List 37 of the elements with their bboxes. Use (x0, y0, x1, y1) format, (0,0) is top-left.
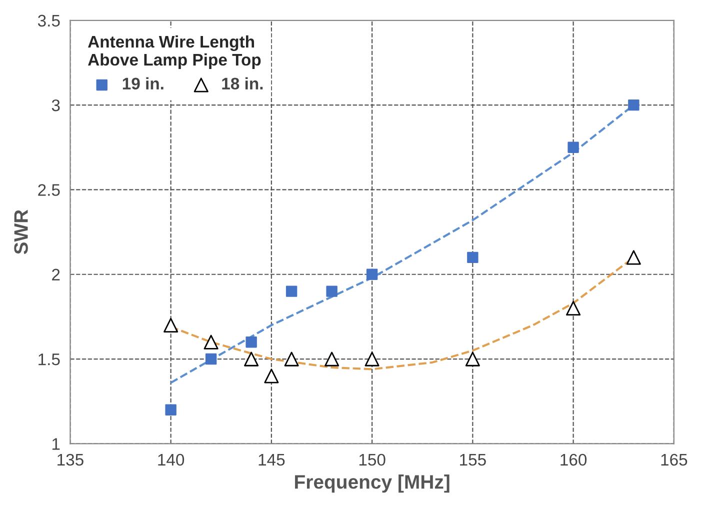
y-tick-label: 3.5 (38, 14, 60, 27)
legend-title: Antenna Wire Length Above Lamp Pipe Top (88, 35, 261, 69)
point (164, 318, 178, 332)
point (244, 352, 259, 366)
point (326, 286, 338, 297)
x-tick-label: 160 (560, 454, 587, 466)
x-tick-label: 140 (158, 454, 184, 466)
legend-label: 18 in. (222, 77, 263, 90)
point (246, 336, 257, 348)
point (628, 99, 640, 111)
y-tick-label: 2.5 (38, 184, 60, 196)
y-tick-label: 2 (52, 268, 60, 280)
legend-label: 19 in. (122, 77, 164, 90)
point (165, 404, 176, 416)
y-axis-title: SWR (14, 210, 28, 254)
point (465, 352, 480, 366)
point (284, 352, 299, 366)
x-tick-label: 165 (661, 454, 688, 466)
y-tick-label: 1 (52, 438, 60, 450)
point (286, 286, 298, 297)
x-tick-label: 150 (359, 454, 386, 466)
x-axis-title: Frequency [MHz] (295, 474, 450, 493)
point (467, 252, 478, 264)
point (626, 250, 641, 265)
point (366, 268, 378, 280)
point (204, 334, 218, 350)
point (264, 368, 279, 384)
point (568, 142, 579, 153)
y-tick-label: 3 (52, 99, 60, 112)
y-tick-label: 1.5 (38, 354, 60, 366)
x-tick-label: 135 (58, 454, 84, 466)
point (364, 352, 380, 366)
point (566, 300, 581, 316)
point (324, 352, 340, 366)
x-tick-label: 155 (460, 454, 486, 466)
x-tick-label: 145 (258, 454, 285, 466)
point (205, 353, 217, 365)
